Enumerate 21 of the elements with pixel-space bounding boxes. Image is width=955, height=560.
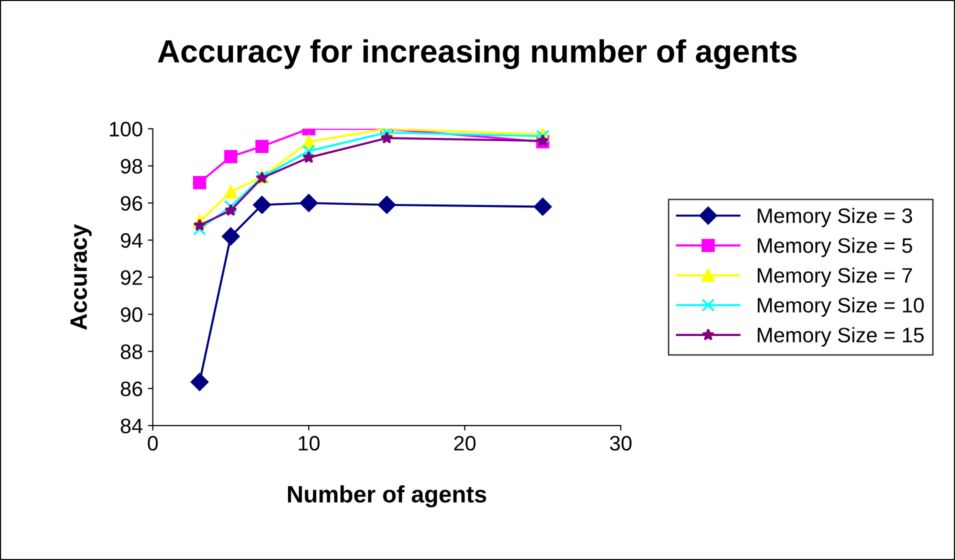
chart-title: Accuracy for increasing number of agents (158, 39, 797, 70)
y-tick-label: 90 (120, 307, 142, 322)
y-tick-label: 94 (120, 233, 142, 248)
legend-label: Memory Size = 10 (758, 297, 924, 317)
y-tick-label: 86 (120, 382, 142, 396)
x-tick-label: 30 (610, 436, 632, 451)
y-tick-label: 96 (120, 196, 142, 211)
y-tick-label: 88 (120, 344, 142, 360)
legend-label: Memory Size = 5 (758, 238, 912, 258)
x-axis-title: Number of agents (288, 485, 486, 508)
y-tick-label: 92 (120, 270, 142, 285)
y-tick-label: 100 (110, 122, 142, 137)
y-axis-title: Accuracy (70, 224, 92, 330)
y-tick-label: 98 (120, 158, 142, 174)
y-tick-label: 84 (120, 418, 142, 434)
legend-label: Memory Size = 7 (758, 267, 912, 287)
x-tick-label: 20 (454, 436, 476, 451)
legend-label: Memory Size = 3 (758, 208, 912, 228)
x-tick-label: 10 (298, 436, 320, 451)
x-tick-label: 0 (148, 436, 158, 451)
legend-label: Memory Size = 15 (758, 327, 924, 347)
